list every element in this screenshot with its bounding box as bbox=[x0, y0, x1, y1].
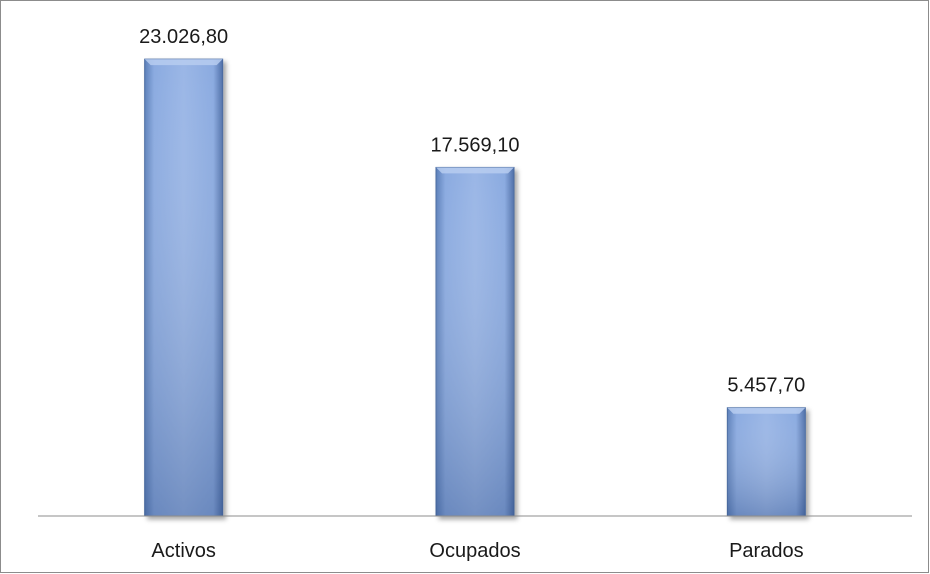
category-label-parados: Parados bbox=[729, 540, 804, 562]
bar-activos bbox=[144, 58, 224, 517]
data-label-activos: 23.026,80 bbox=[139, 26, 228, 48]
bar-bevel bbox=[436, 167, 514, 174]
data-label-ocupados: 17.569,10 bbox=[431, 134, 520, 156]
bar-shade bbox=[727, 407, 806, 516]
bars-layer bbox=[144, 58, 806, 517]
bar-shade bbox=[436, 167, 514, 516]
data-label-parados: 5.457,70 bbox=[727, 375, 805, 397]
category-label-activos: Activos bbox=[151, 540, 215, 562]
bar-ocupados bbox=[435, 166, 515, 517]
bar-shade bbox=[144, 59, 223, 517]
category-labels: Activos Ocupados Parados bbox=[151, 540, 803, 562]
bar-parados bbox=[726, 407, 806, 517]
bar-bevel bbox=[727, 407, 806, 414]
bar-bevel bbox=[144, 59, 223, 66]
category-label-ocupados: Ocupados bbox=[429, 540, 520, 562]
labels-layer: 23.026,80 17.569,10 5.457,70 bbox=[139, 26, 805, 397]
